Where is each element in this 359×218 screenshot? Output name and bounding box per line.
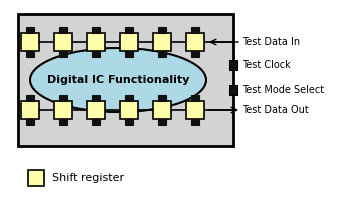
- Text: Test Mode Select: Test Mode Select: [242, 85, 324, 95]
- Text: Shift register: Shift register: [52, 173, 124, 183]
- Bar: [92, 51, 100, 57]
- Bar: [54, 33, 72, 51]
- Bar: [125, 119, 133, 125]
- Bar: [59, 95, 67, 101]
- Bar: [125, 95, 133, 101]
- Bar: [158, 27, 166, 33]
- Bar: [191, 95, 199, 101]
- Bar: [186, 101, 204, 119]
- Text: Test Data Out: Test Data Out: [242, 105, 309, 115]
- Bar: [92, 119, 100, 125]
- Bar: [26, 27, 34, 33]
- Bar: [158, 95, 166, 101]
- Bar: [229, 85, 237, 95]
- Bar: [125, 27, 133, 33]
- Bar: [87, 33, 105, 51]
- Bar: [28, 170, 44, 186]
- Bar: [26, 51, 34, 57]
- Text: Test Clock: Test Clock: [242, 60, 291, 70]
- Text: Test Data In: Test Data In: [242, 37, 300, 47]
- Bar: [21, 101, 39, 119]
- Bar: [191, 51, 199, 57]
- Bar: [26, 95, 34, 101]
- Bar: [59, 51, 67, 57]
- Bar: [186, 33, 204, 51]
- Bar: [125, 51, 133, 57]
- Bar: [120, 101, 138, 119]
- Bar: [229, 60, 237, 70]
- Bar: [92, 95, 100, 101]
- Bar: [191, 119, 199, 125]
- Text: Digital IC Functionality: Digital IC Functionality: [47, 75, 189, 85]
- FancyBboxPatch shape: [18, 14, 233, 146]
- Bar: [153, 33, 171, 51]
- Bar: [153, 101, 171, 119]
- Bar: [59, 27, 67, 33]
- Bar: [120, 33, 138, 51]
- Bar: [92, 27, 100, 33]
- Bar: [21, 33, 39, 51]
- Bar: [158, 51, 166, 57]
- Bar: [158, 119, 166, 125]
- Bar: [26, 119, 34, 125]
- Bar: [59, 119, 67, 125]
- Bar: [191, 27, 199, 33]
- Bar: [54, 101, 72, 119]
- Ellipse shape: [30, 48, 206, 112]
- Bar: [87, 101, 105, 119]
